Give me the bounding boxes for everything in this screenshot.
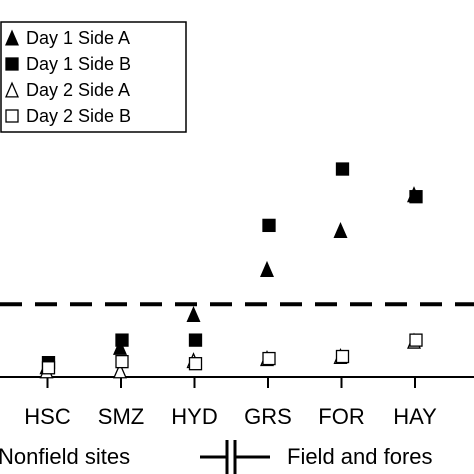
x-tick-label-grs: GRS bbox=[244, 404, 292, 429]
point-day-1-side-a-for bbox=[333, 221, 348, 239]
legend-marker-day-2-side-b bbox=[5, 109, 19, 123]
point-day-1-side-a-hyd bbox=[186, 305, 201, 323]
legend-label-day-2-side-a: Day 2 Side A bbox=[26, 80, 130, 100]
point-day-2-side-b-grs bbox=[262, 351, 276, 366]
point-day-1-side-b-hyd bbox=[188, 333, 203, 347]
point-day-2-side-b-smz bbox=[115, 354, 129, 369]
data-points bbox=[39, 162, 423, 379]
x-tick-label-hay: HAY bbox=[393, 404, 437, 429]
point-day-1-side-b-smz bbox=[115, 333, 129, 347]
point-day-2-side-a-smz bbox=[113, 362, 127, 379]
point-day-1-side-a-smz bbox=[113, 338, 127, 355]
point-day-1-side-a-grs bbox=[260, 260, 274, 277]
x-tick-label-hyd: HYD bbox=[171, 404, 217, 429]
x-tick-label-smz: SMZ bbox=[98, 404, 144, 429]
legend-label-day-1-side-b: Day 1 Side B bbox=[26, 54, 131, 74]
group-bracket: Nonfield sites Field and fores bbox=[0, 440, 433, 474]
legend-box bbox=[0, 21, 187, 133]
group-label-field: Field and fores bbox=[287, 444, 433, 469]
point-day-2-side-b-hsc bbox=[41, 361, 56, 375]
x-tick-labels: PHSCSMZHYDGRSFORHAYP bbox=[24, 404, 437, 429]
point-day-1-side-b-hay bbox=[409, 190, 423, 204]
legend-marker-day-1-side-a bbox=[5, 29, 19, 46]
legend: Day 1 Side A Day 1 Side B Day 2 Side A Day … bbox=[0, 21, 187, 133]
x-tick-label-for: FOR bbox=[318, 404, 364, 429]
legend-label-day-2-side-b: Day 2 Side B bbox=[26, 106, 131, 126]
x-tick-label-hsc: HSC bbox=[24, 404, 71, 429]
point-day-1-side-b-grs bbox=[262, 218, 276, 233]
legend-label-day-1-side-a: Day 1 Side A bbox=[26, 28, 130, 48]
point-day-2-side-b-hay bbox=[409, 333, 423, 347]
x-ticks bbox=[46, 377, 416, 388]
point-day-2-side-b-for bbox=[335, 349, 350, 364]
group-label-nonfield: Nonfield sites bbox=[0, 444, 130, 469]
legend-marker-day-1-side-b bbox=[5, 57, 19, 71]
point-day-2-side-b-hyd bbox=[188, 357, 203, 371]
point-day-1-side-b-for bbox=[335, 162, 350, 176]
legend-marker-day-2-side-a bbox=[5, 81, 19, 98]
